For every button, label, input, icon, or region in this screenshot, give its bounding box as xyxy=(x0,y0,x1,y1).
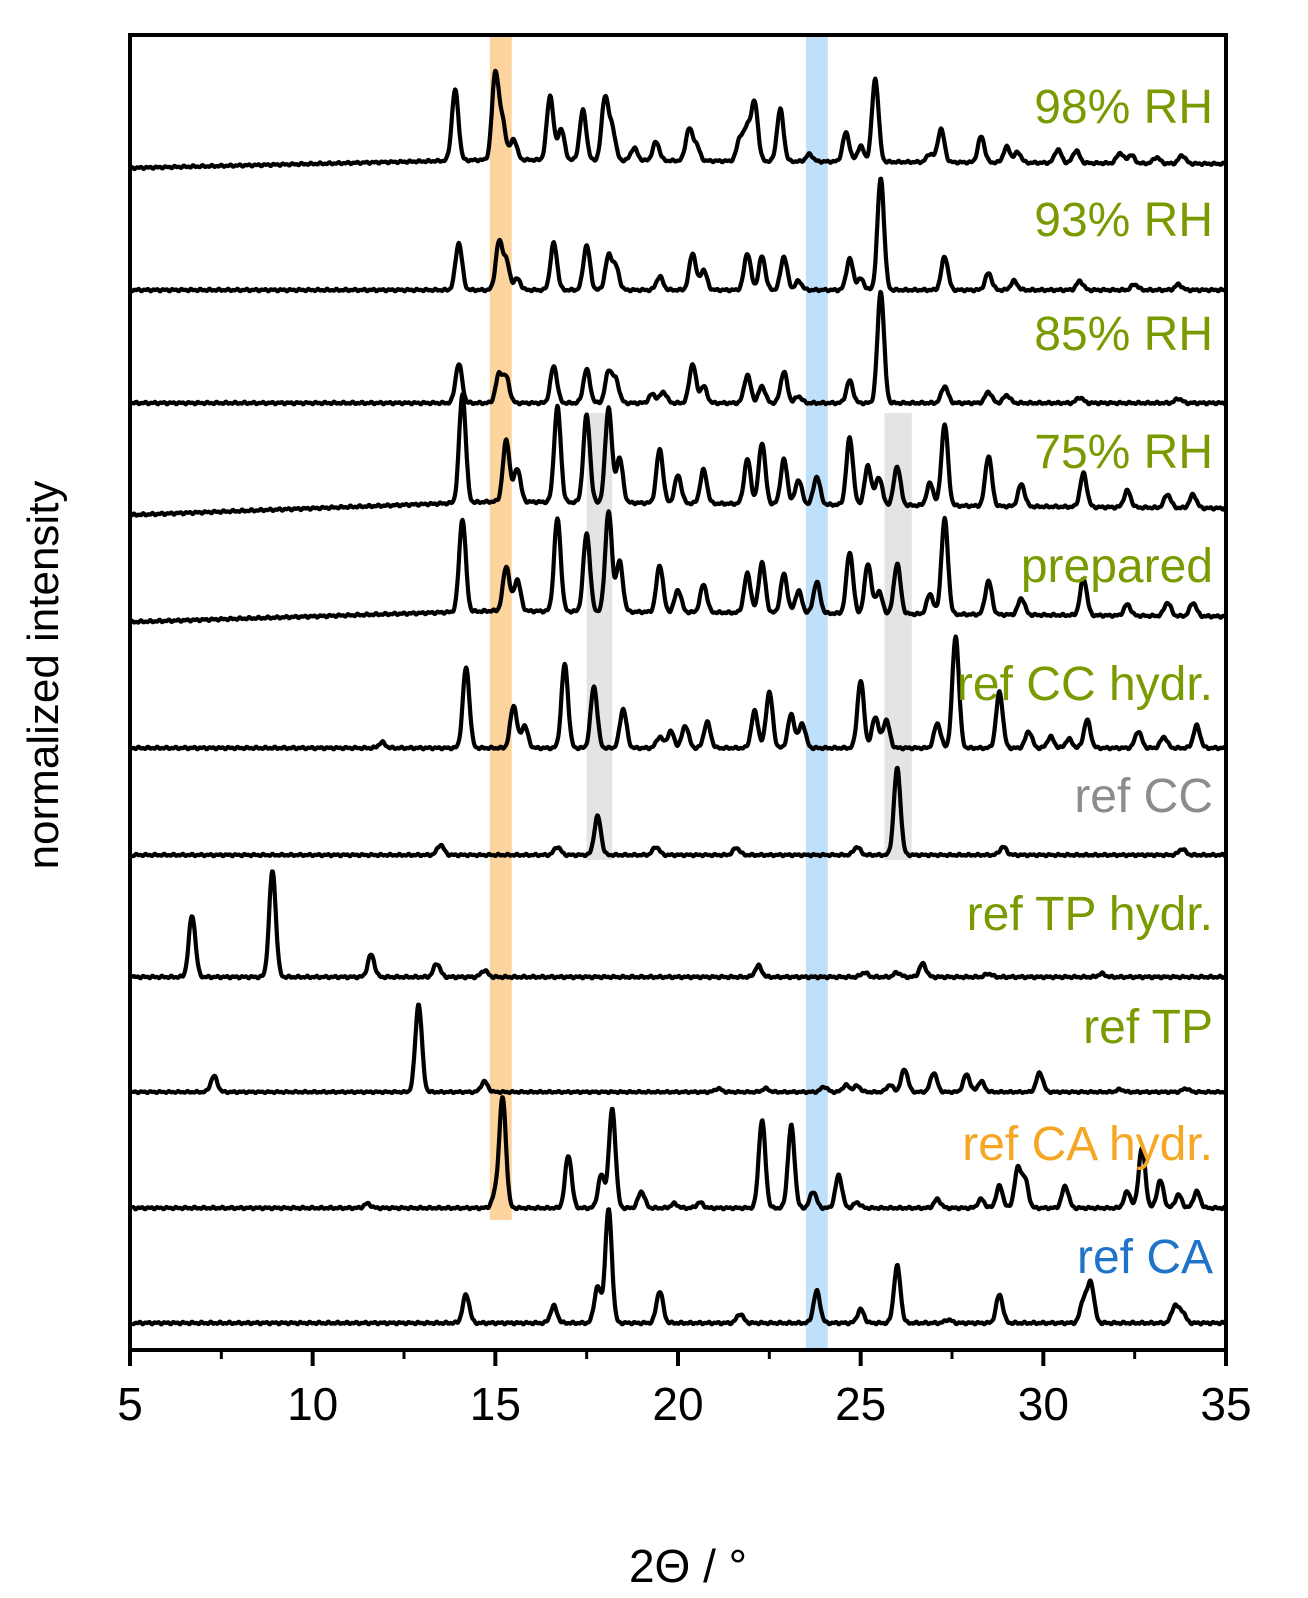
trace-prepared xyxy=(128,509,1228,625)
trace-75-rh xyxy=(128,392,1228,518)
x-tick-label: 35 xyxy=(1200,1378,1251,1430)
series-label-ref-tp-hydr: ref TP hydr. xyxy=(967,888,1213,941)
x-tick-label: 25 xyxy=(835,1378,886,1430)
series-label-ref-ca: ref CA xyxy=(1077,1231,1213,1284)
trace-98-rh xyxy=(128,68,1228,172)
y-axis-label: normalized intensity xyxy=(19,481,68,870)
series-label-ref-cc: ref CC xyxy=(1074,770,1213,823)
x-axis-label: 2Θ / ° xyxy=(629,1540,747,1592)
trace-ref-tp xyxy=(130,1002,1228,1096)
axes: 5 10 15 20 25 30 35 xyxy=(117,33,1252,1430)
series-label-85-rh: 85% RH xyxy=(1034,308,1213,361)
trace-85-rh xyxy=(128,289,1228,407)
orange-band xyxy=(489,35,512,1220)
x-tick-label: 15 xyxy=(470,1378,521,1430)
series-label-75-rh: 75% RH xyxy=(1034,426,1213,479)
series-label-93-rh: 93% RH xyxy=(1034,194,1213,247)
x-tick-label: 20 xyxy=(652,1378,703,1430)
x-tick-label: 30 xyxy=(1018,1378,1069,1430)
series-label-98-rh: 98% RH xyxy=(1034,81,1213,134)
diffraction-traces xyxy=(128,68,1228,1327)
trace-ref-ca-hydr xyxy=(130,1095,1228,1212)
series-label-ref-ca-hydr: ref CA hydr. xyxy=(962,1118,1213,1171)
trace-ref-cc xyxy=(130,765,1228,859)
trace-ref-tp-hydr xyxy=(130,869,1228,981)
x-tick-label: 10 xyxy=(287,1378,338,1430)
series-label-prepared: prepared xyxy=(1021,540,1213,593)
highlight-bands xyxy=(489,35,912,1350)
series-label-ref-tp: ref TP xyxy=(1083,1001,1213,1054)
trace-93-rh xyxy=(128,176,1228,294)
trace-ref-cc-hydr xyxy=(128,634,1228,752)
x-tick-label: 5 xyxy=(117,1378,143,1430)
blue-band xyxy=(805,35,828,1350)
series-label-ref-cc-hydr: ref CC hydr. xyxy=(957,658,1213,711)
trace-ref-ca xyxy=(130,1207,1228,1327)
series-labels: 98% RH 93% RH 85% RH 75% RH prepared ref CC h… xyxy=(957,81,1213,1284)
